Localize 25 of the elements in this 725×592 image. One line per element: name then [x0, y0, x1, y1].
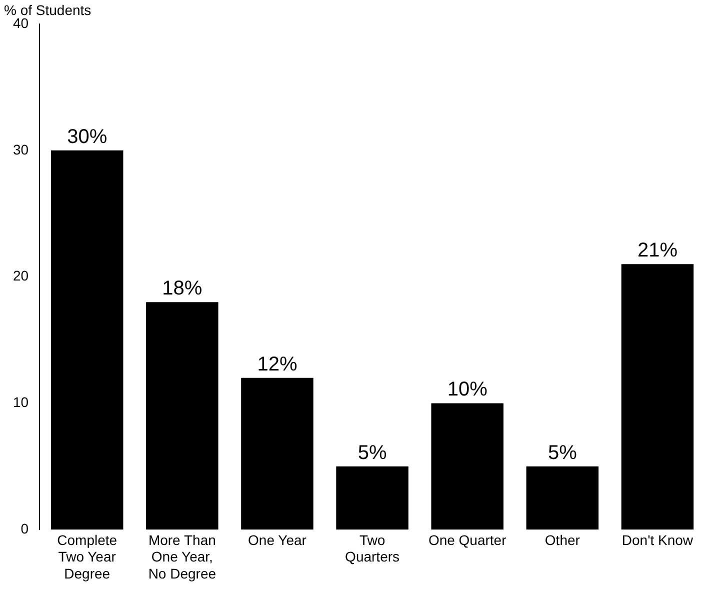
x-tick-label: Don't Know — [622, 532, 694, 548]
bar — [526, 466, 599, 530]
bar — [621, 264, 694, 530]
y-tick-label: 10 — [12, 394, 29, 410]
bar — [241, 378, 314, 530]
bar — [336, 466, 408, 530]
data-label: 5% — [358, 442, 387, 464]
bar — [146, 302, 218, 530]
x-tick-label: Other — [544, 532, 580, 548]
y-tick-label: 0 — [20, 520, 29, 536]
data-label: 30% — [67, 126, 108, 148]
data-label: 21% — [637, 240, 678, 262]
x-tick-label: One Quarter — [428, 532, 507, 548]
bar — [431, 403, 504, 530]
y-tick-label: 20 — [12, 268, 29, 284]
bar — [50, 150, 124, 530]
data-label: 18% — [162, 278, 202, 300]
x-tick-label: One Year — [248, 532, 307, 548]
data-label: 10% — [447, 378, 488, 401]
x-tick-label: More Than One Year, No Degree — [148, 532, 216, 582]
data-label: 5% — [548, 442, 578, 464]
x-tick-label: Complete Two Year Degree — [57, 532, 118, 582]
y-tick-label: 30 — [12, 141, 29, 158]
x-tick-label: Two Quarters — [345, 532, 400, 565]
data-label: 12% — [257, 353, 298, 376]
